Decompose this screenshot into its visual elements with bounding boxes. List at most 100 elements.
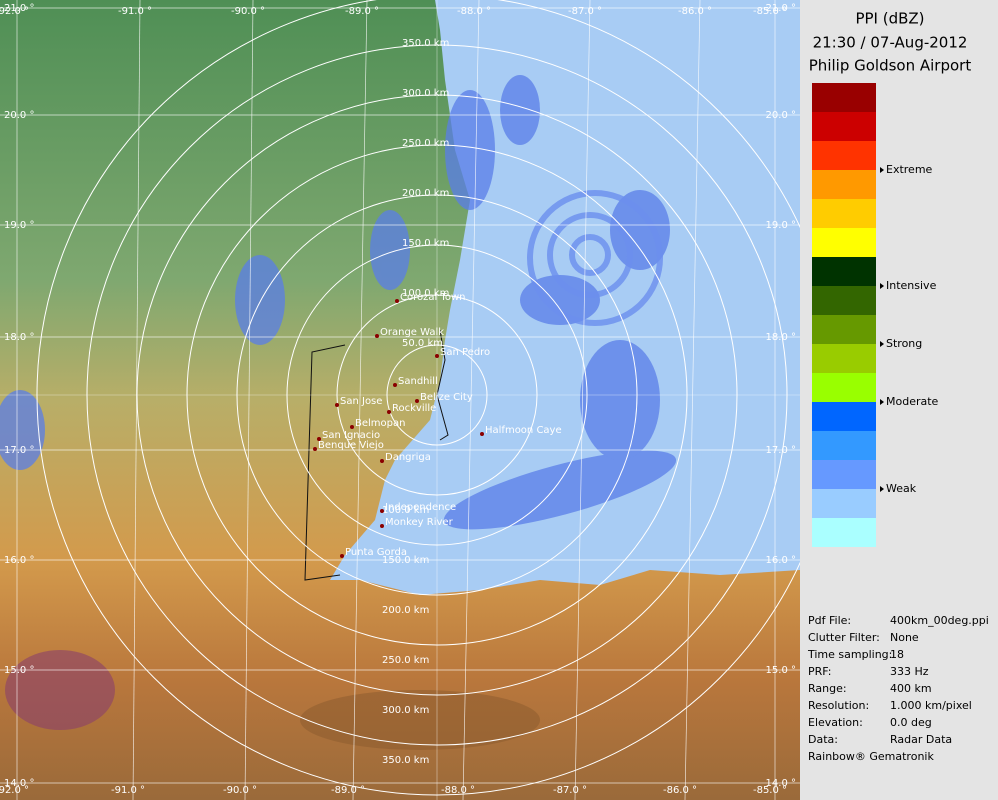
city-dot [313, 447, 317, 451]
range-label: 200.0 km [382, 605, 429, 616]
city-dot [380, 459, 384, 463]
lon-label: -88.0 ° [441, 785, 475, 796]
lat-label: 16.0 ° [766, 555, 796, 566]
lon-label: -87.0 ° [553, 785, 587, 796]
info-label: Pdf File: [808, 614, 851, 627]
lat-label: 15.0 ° [766, 665, 796, 676]
lon-label: -85.0 ° [753, 6, 787, 17]
city-dot [480, 432, 484, 436]
lat-label: 19.0 ° [766, 220, 796, 231]
city-dot [415, 399, 419, 403]
legend-swatch [812, 112, 876, 141]
range-label: 150.0 km [382, 555, 429, 566]
legend-arrow [880, 399, 884, 405]
range-label: 100.0 km [382, 505, 429, 516]
legend-swatch [812, 286, 876, 315]
lat-label: 17.0 ° [766, 445, 796, 456]
legend: Extreme Intensive Strong Moderate Weak [812, 83, 939, 547]
range-label: 50.0 km [402, 338, 443, 349]
meridian [574, 0, 591, 800]
lat-label: 14.0 ° [4, 778, 34, 789]
lat-label: 21.0 ° [766, 3, 796, 14]
lon-label: -90.0 ° [223, 785, 257, 796]
city-label: Benque Viejo [318, 440, 384, 451]
map-labels: -92.0 ° -91.0 ° -90.0 ° -89.0 ° -88.0 ° -87.0… [0, 3, 796, 796]
legend-swatch [812, 83, 876, 112]
city-dot [435, 354, 439, 358]
city-dot [380, 509, 384, 513]
info-label: Time sampling: [807, 648, 892, 661]
city-label: Halfmoon Caye [485, 425, 562, 436]
range-label: 300.0 km [402, 88, 449, 99]
legend-arrow [880, 341, 884, 347]
title: PPI (dBZ) [855, 10, 924, 28]
info-value: 0.0 deg [890, 716, 932, 729]
info-table: Pdf File: 400km_00deg.ppi Clutter Filter: N… [807, 614, 989, 746]
lat-label: 15.0 ° [4, 665, 34, 676]
city-dot [380, 524, 384, 528]
lat-label: 17.0 ° [4, 445, 34, 456]
city-label: San Pedro [440, 347, 490, 358]
info-label: Clutter Filter: [808, 631, 880, 644]
city-label: Monkey River [385, 517, 454, 528]
legend-label: Intensive [886, 279, 937, 292]
info-value: None [890, 631, 919, 644]
city-label: Dangriga [385, 452, 431, 463]
city-dot [350, 425, 354, 429]
meridian [132, 0, 141, 800]
legend-label: Weak [886, 482, 917, 495]
border [304, 344, 346, 581]
city-label: Punta Gorda [345, 547, 407, 558]
city-dot [387, 410, 391, 414]
highland [5, 650, 115, 730]
legend-swatch [812, 518, 876, 547]
range-label: 350.0 km [382, 755, 429, 766]
info-value: 1.000 km/pixel [890, 699, 972, 712]
lon-label: -86.0 ° [663, 785, 697, 796]
range-label: 300.0 km [382, 705, 429, 716]
legend-swatch [812, 489, 876, 518]
grid [0, 0, 800, 800]
lon-label: -89.0 ° [345, 6, 379, 17]
lon-label: -86.0 ° [678, 6, 712, 17]
city-label: Sandhill [398, 376, 438, 387]
time: 21:30 / 07-Aug-2012 [813, 34, 968, 52]
city-label: Belize City [420, 392, 473, 403]
legend-label: Strong [886, 337, 922, 350]
lat-label: 18.0 ° [766, 332, 796, 343]
legend-swatch [812, 344, 876, 373]
lon-label: -91.0 ° [118, 6, 152, 17]
city-dot [335, 403, 339, 407]
city-dot [375, 334, 379, 338]
lat-label: 19.0 ° [4, 220, 34, 231]
meridian [244, 0, 254, 800]
city-label: Rockville [392, 403, 436, 414]
station: Philip Goldson Airport [809, 57, 972, 75]
legend-label: Moderate [886, 395, 939, 408]
legend-arrow [880, 167, 884, 173]
legend-swatch [812, 373, 876, 402]
info-value: 400 km [890, 682, 932, 695]
info-value: 18 [890, 648, 904, 661]
lon-label: -92.0 ° [0, 785, 29, 796]
storm-spiral [527, 190, 663, 326]
footer: Rainbow® Gematronik [808, 750, 934, 763]
echoes [0, 75, 677, 530]
legend-swatch [812, 199, 876, 228]
lon-label: -89.0 ° [331, 785, 365, 796]
lat-label: 18.0 ° [4, 332, 34, 343]
city-dot [395, 299, 399, 303]
side-panel: PPI (dBZ) 21:30 / 07-Aug-2012 Philip Gol… [807, 10, 989, 764]
city-label: San Ignacio [322, 430, 380, 441]
city-dot [393, 383, 397, 387]
info-label: Range: [808, 682, 847, 695]
range-label: 200.0 km [402, 188, 449, 199]
range-label: 250.0 km [402, 138, 449, 149]
range-rings [0, 0, 800, 800]
city-label: Independence [385, 502, 456, 513]
range-label: 150.0 km [402, 238, 449, 249]
legend-swatch [812, 141, 876, 170]
city-label: Belmopan [355, 418, 405, 429]
legend-arrow [880, 283, 884, 289]
